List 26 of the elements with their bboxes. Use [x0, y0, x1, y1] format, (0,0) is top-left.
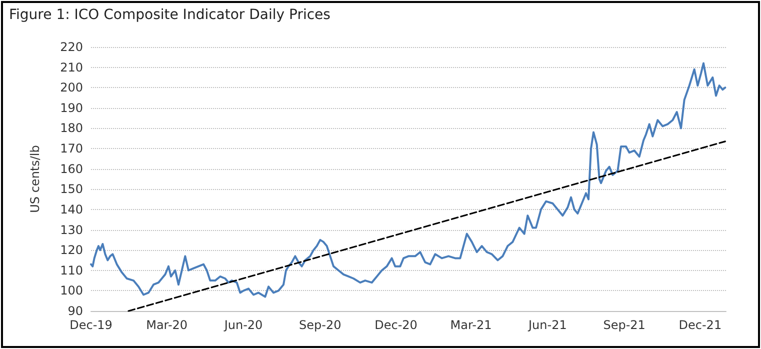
y-tick-label: 180 [60, 121, 83, 136]
x-tick-label: Jun-20 [223, 318, 263, 332]
x-tick-label: Mar-20 [146, 318, 188, 332]
x-tick-label: Dec-19 [70, 318, 112, 332]
y-tick-label: 150 [60, 182, 83, 196]
y-tick-label: 140 [60, 202, 83, 216]
y-tick-label: 170 [60, 142, 83, 156]
y-axis-title: US cents/lb [28, 145, 42, 213]
y-tick-label: 90 [68, 304, 83, 318]
x-tick-label: Sep-20 [299, 318, 342, 332]
x-tick-label: Dec-21 [678, 318, 722, 332]
x-tick-label: Jun-21 [527, 318, 567, 332]
x-tick-label: Dec-20 [374, 318, 418, 332]
x-tick-label: Sep-21 [603, 318, 646, 332]
y-tick-label: 190 [60, 100, 83, 115]
chart-title: Figure 1: ICO Composite Indicator Daily Prices [9, 7, 330, 23]
y-tick-label: 220 [60, 40, 83, 54]
y-tick-label: 120 [60, 243, 83, 258]
line-series [90, 62, 726, 298]
x-tick-label: Mar-21 [450, 318, 492, 332]
y-tick-label: 110 [60, 263, 83, 278]
y-tick-label: 160 [60, 162, 83, 176]
y-tick-label: 100 [60, 284, 83, 298]
y-tick-label: 200 [60, 80, 83, 95]
y-tick-label: 210 [60, 60, 83, 74]
y-tick-label: 130 [60, 222, 83, 237]
